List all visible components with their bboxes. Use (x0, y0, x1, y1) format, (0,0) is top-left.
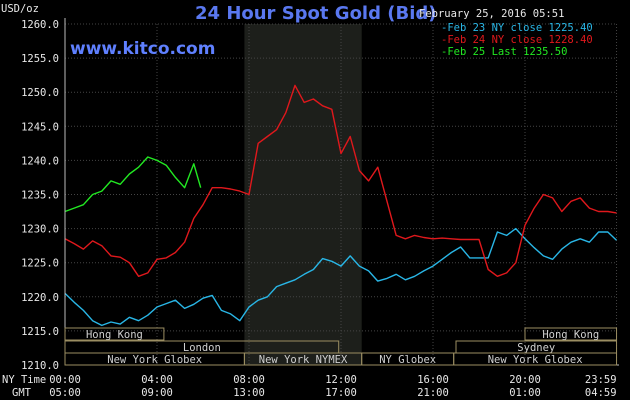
series-line-1 (64, 227, 617, 327)
x-tick-label-ny: 08:00 (233, 374, 265, 386)
series-layer (64, 84, 617, 327)
y-tick-label: 1225.0 (21, 258, 59, 270)
y-tick-label: 1260.0 (21, 19, 59, 31)
x-tick-label-gmt: 17:00 (325, 387, 357, 399)
y-axis-label: USD/oz (1, 3, 39, 15)
legend-entry: -Feb 25 Last 1235.50 (441, 46, 567, 58)
x-tick-label-ny: 16:00 (417, 374, 449, 386)
y-tick-label: 1255.0 (21, 53, 59, 65)
session-label: NY Globex (379, 354, 436, 366)
chart-title: 24 Hour Spot Gold (Bid) (195, 3, 436, 24)
legend-entry: -Feb 23 NY close 1225.40 (441, 22, 593, 34)
y-tick-label: 1215.0 (21, 326, 59, 338)
session-box (64, 327, 165, 341)
y-tick-label: 1220.0 (21, 292, 59, 304)
session-label: New York NYMEX (259, 354, 348, 366)
x-tick-label-ny: 12:00 (325, 374, 357, 386)
axis-layer: 1260.0 1255.0 1250.0 1245.0 1240.0 1235.0 1230… (21, 18, 619, 399)
session-label: London (183, 342, 221, 354)
x-tick-label-ny: 23:59 (585, 374, 617, 386)
y-tick-label: 1230.0 (21, 224, 59, 236)
legend: -Feb 23 NY close 1225.40-Feb 24 NY close… (441, 22, 593, 58)
y-tick-label: 1245.0 (21, 121, 59, 133)
ny-time-label: NY Time (2, 374, 46, 386)
x-tick-label-gmt: 13:00 (233, 387, 265, 399)
session-label: Sydney (517, 342, 555, 354)
x-tick-label-gmt: 01:00 (509, 387, 541, 399)
chart-datetime: February 25, 2016 05:51 (419, 8, 564, 20)
series-line-3 (64, 156, 202, 213)
y-tick-label: 1240.0 (21, 155, 59, 167)
legend-entry: -Feb 24 NY close 1228.40 (441, 34, 593, 46)
series-line-2 (64, 84, 617, 277)
x-tick-label-gmt: 09:00 (141, 387, 173, 399)
x-tick-label-ny: 20:00 (509, 374, 541, 386)
x-tick-label-gmt: 04:59 (585, 387, 617, 399)
gmt-label: GMT (12, 387, 32, 399)
session-label: Hong Kong (86, 329, 143, 341)
x-tick-label-ny: 04:00 (141, 374, 173, 386)
session-box (453, 352, 618, 366)
session-box (524, 327, 618, 341)
session-label: New York Globex (107, 354, 202, 366)
x-tick-label-ny: 00:00 (49, 374, 81, 386)
y-tick-label: 1250.0 (21, 87, 59, 99)
source-label: www.kitco.com (70, 39, 215, 59)
session-label: Hong Kong (542, 329, 599, 341)
x-tick-label-gmt: 05:00 (49, 387, 81, 399)
y-tick-label: 1235.0 (21, 190, 59, 202)
x-tick-label-gmt: 21:00 (417, 387, 449, 399)
session-label: New York Globex (488, 354, 583, 366)
y-tick-label: 1210.0 (21, 360, 59, 372)
